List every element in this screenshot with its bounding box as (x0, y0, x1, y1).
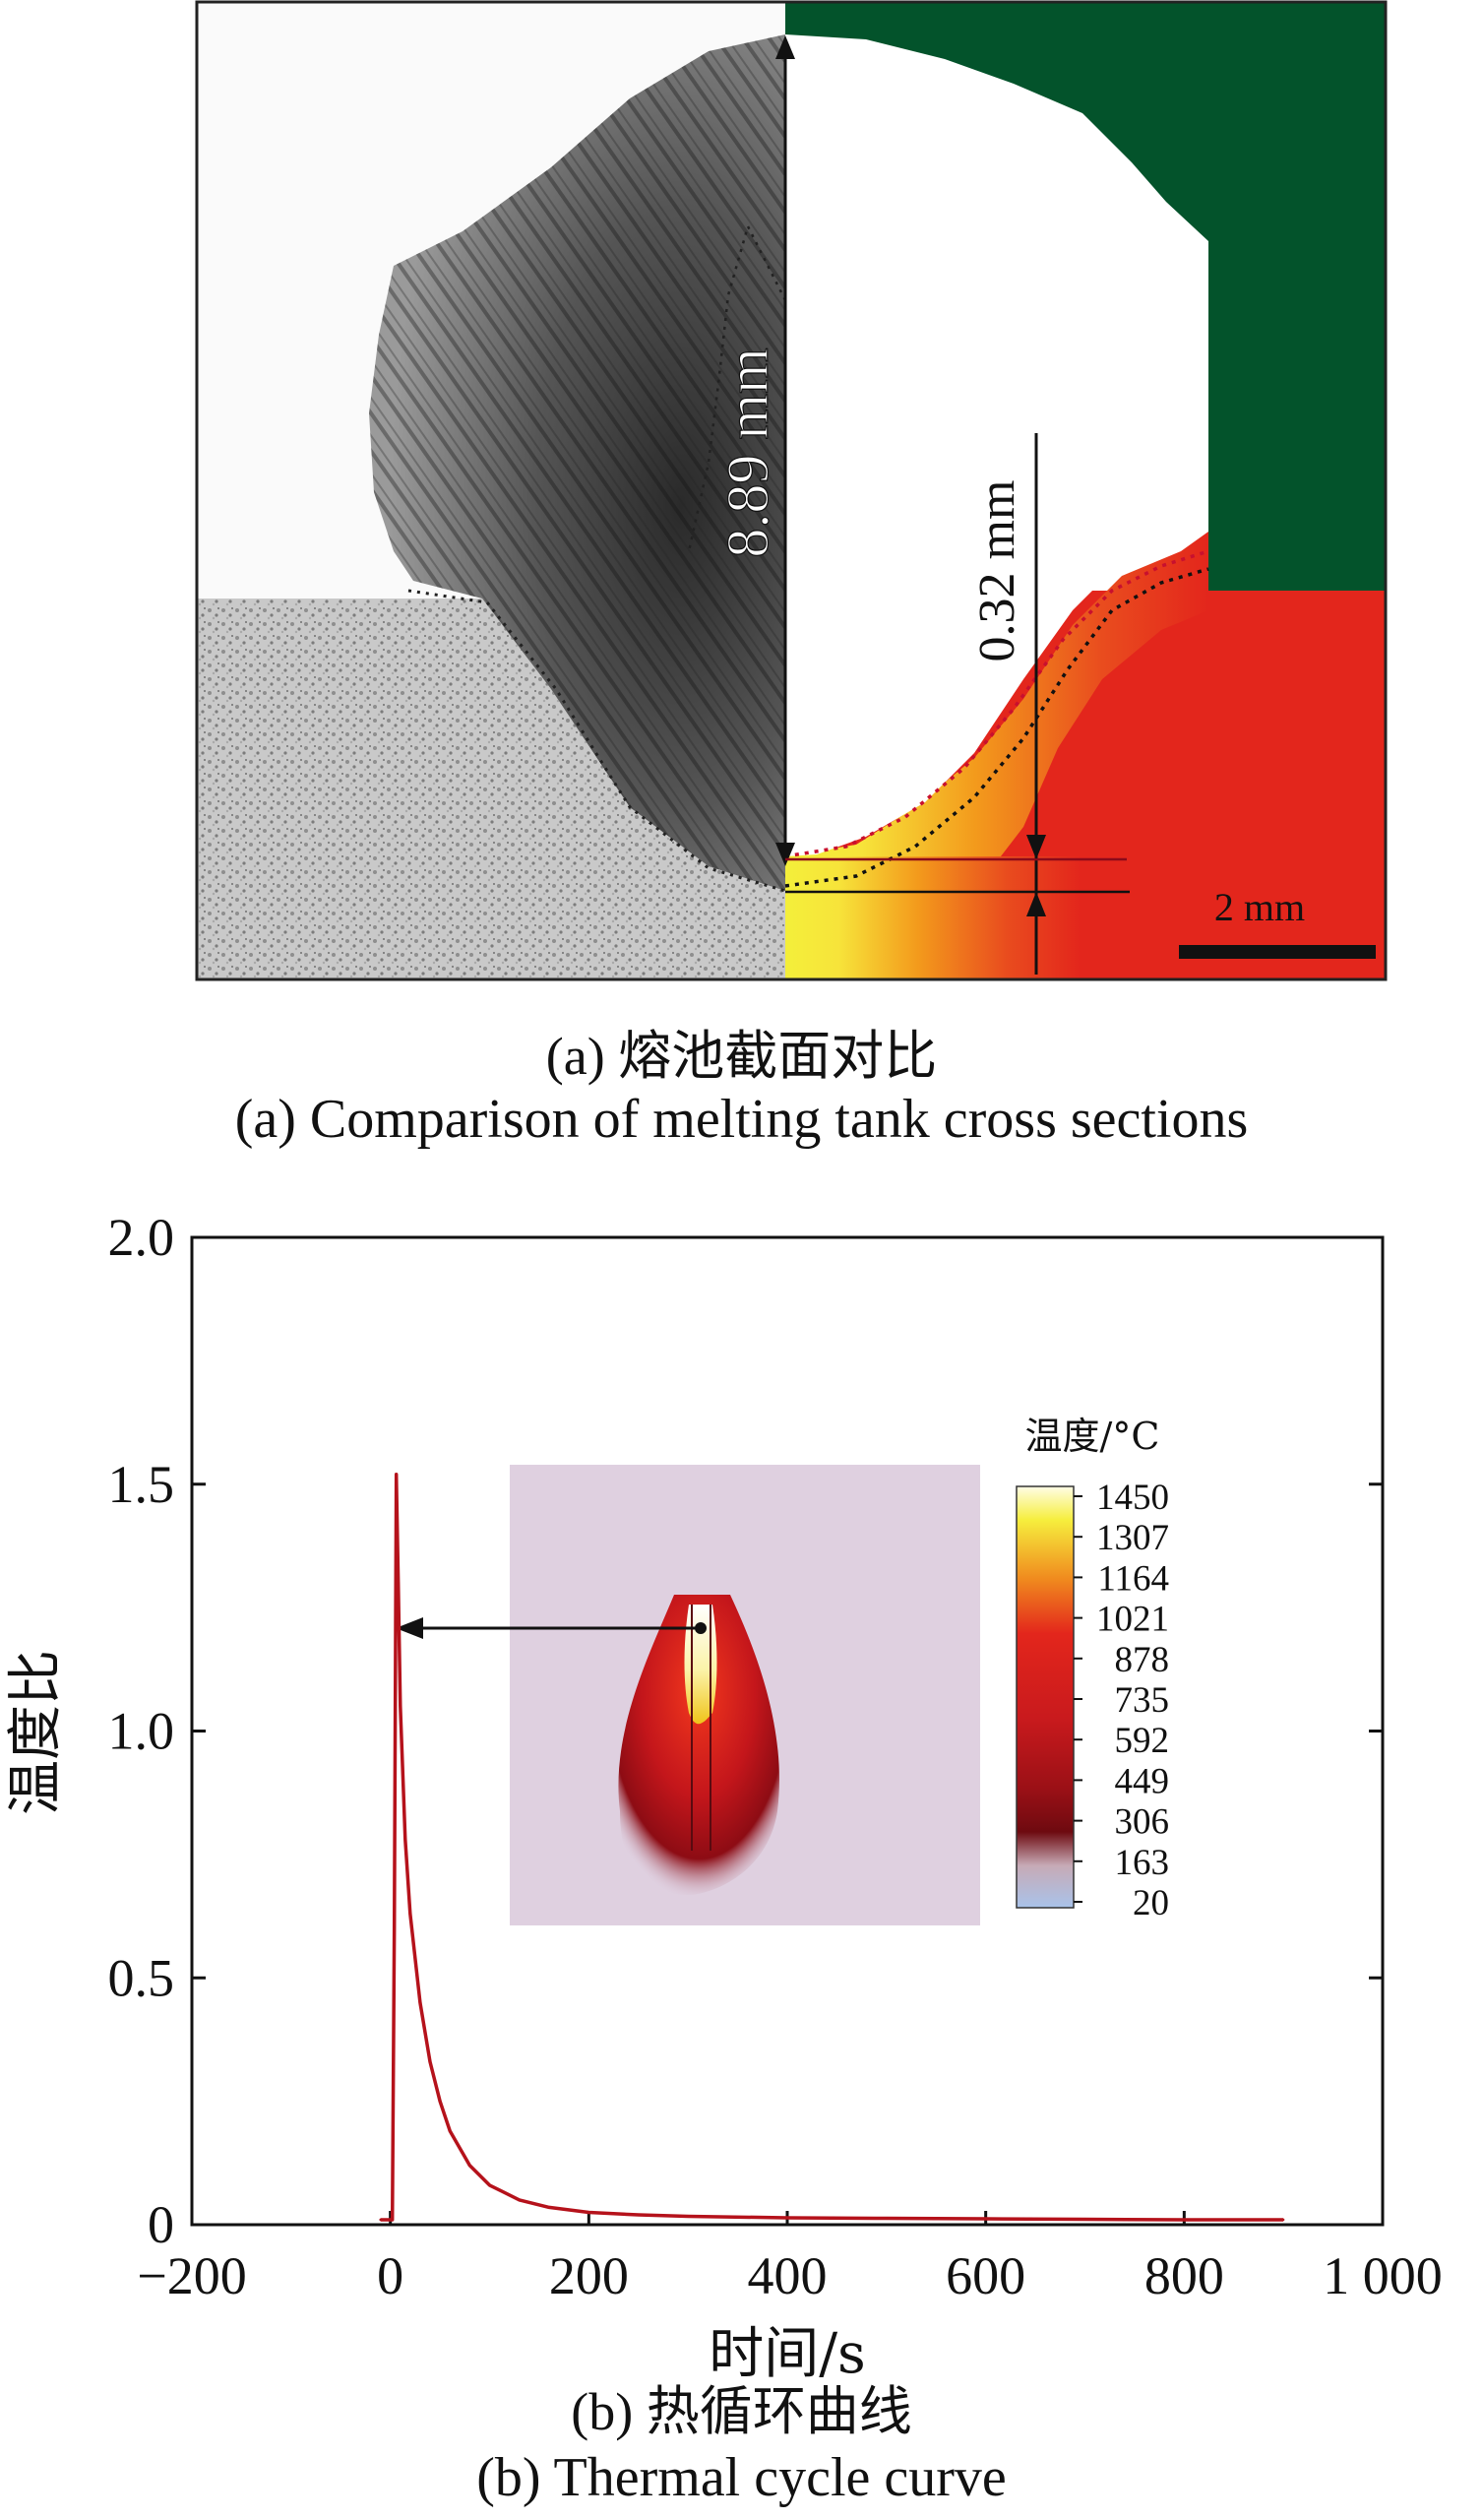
colorbar-tick-label: 306 (1115, 1802, 1170, 1843)
series-point (785, 2216, 789, 2220)
dimension-label-gap: 0.32 mm (969, 480, 1025, 662)
panel-a-caption-zh: (a) 熔池截面对比 (545, 1027, 938, 1086)
panel-b-caption-en: (b) Thermal cycle curve (476, 2447, 1007, 2508)
gap-arrow-top (1026, 835, 1046, 859)
fusion-boundary-line-upper (687, 222, 787, 552)
colorbar-tick-label: 735 (1115, 1680, 1170, 1721)
colorbar-gradient (1016, 1485, 1075, 1909)
series-point (587, 2211, 590, 2214)
y-tick-label: 0 (148, 2195, 174, 2254)
inset-heat-drop (618, 1595, 779, 1895)
series-point (393, 1926, 396, 1930)
series-point (518, 2198, 521, 2202)
weld-bead-streaks (369, 34, 785, 891)
inset-thermal-field (510, 1465, 980, 1925)
colorbar: 温度/°C 1450130711641021878735592449306163… (1016, 1415, 1169, 1923)
x-tick-label: −200 (137, 2246, 246, 2305)
simulation-green-region (785, 2, 1386, 591)
series-point (428, 2060, 432, 2063)
y-axis-ticks: 0 0.5 1.0 1.5 2.0 (108, 1208, 1383, 2254)
melt-pool-region (785, 34, 1208, 856)
panel-a-border (195, 0, 1388, 981)
heat-bottom-band (785, 856, 1081, 979)
base-metal-region (197, 598, 785, 979)
scale-bar-label: 2 mm (1214, 885, 1305, 929)
dimension-arrow-bottom (775, 843, 795, 866)
x-tick-label: 400 (748, 2246, 828, 2305)
series-point (438, 2100, 442, 2103)
red-dotted-contour (784, 549, 1209, 858)
series-point (403, 1838, 406, 1842)
series-point (547, 2206, 551, 2209)
colorbar-title: 温度/°C (1025, 1415, 1160, 1458)
series-point (397, 1581, 400, 1585)
dimension-arrow-top (775, 35, 795, 59)
y-tick-label: 1.0 (108, 1702, 175, 1761)
series-point (1083, 2218, 1086, 2221)
panel-a-caption-en: (a) Comparison of melting tank cross sec… (234, 1089, 1249, 1150)
colorbar-tick-label: 592 (1115, 1721, 1170, 1761)
series-point (885, 2217, 889, 2220)
series-point (468, 2164, 471, 2168)
series-point (637, 2213, 640, 2217)
heat-gradient-region (785, 532, 1208, 953)
y-tick-label: 2.0 (108, 1208, 175, 1267)
colorbar-tick-label: 163 (1115, 1843, 1170, 1883)
series-point (686, 2215, 690, 2218)
colorbar-tick-label: 1021 (1096, 1600, 1169, 1640)
gap-arrow-bottom (1026, 892, 1046, 916)
colorbar-tick-label: 1307 (1096, 1518, 1169, 1558)
series-point (399, 1705, 402, 1708)
x-tick-label: 800 (1144, 2246, 1224, 2305)
series-point (984, 2217, 987, 2221)
dimension-label-total: 8.89 mm (715, 347, 780, 557)
series-point (1281, 2218, 1285, 2222)
probe-arrow-head (396, 1617, 423, 1639)
colorbar-tick-label: 878 (1115, 1640, 1170, 1680)
series-point (448, 2129, 452, 2132)
panel-b-chart: 00.51.01.52.0 −200 0 200 400 600 800 1 000 温度比… (4, 1208, 1443, 2386)
black-dotted-contour (784, 567, 1209, 888)
series-group (379, 1472, 1285, 2222)
x-tick-label: 0 (377, 2246, 403, 2305)
x-tick-label: 600 (946, 2246, 1025, 2305)
panel-a-figure: 8.89 mm 0.32 mm 2 mm (195, 0, 1388, 981)
colorbar-tick-label: 1450 (1096, 1478, 1169, 1518)
colorbar-tick-label: 1164 (1097, 1558, 1169, 1599)
series-point (379, 2218, 382, 2222)
y-axis-label: 温度比 (4, 1650, 68, 1815)
y-tick-label: 0.5 (108, 1948, 175, 2007)
colorbar-tick-label: 449 (1115, 1761, 1170, 1801)
scale-bar (1179, 945, 1376, 959)
series-point (391, 2218, 394, 2222)
x-axis-ticks: −200 0 200 400 600 800 1 000 (137, 2211, 1443, 2305)
x-tick-label: 200 (549, 2246, 629, 2305)
panel-b-caption-zh: (b) 热循环曲线 (571, 2382, 912, 2441)
x-axis-label: 时间/s (709, 2322, 866, 2386)
y-tick-label: 1.5 (108, 1455, 175, 1514)
x-tick-label: 1 000 (1323, 2246, 1443, 2305)
series-point (1183, 2218, 1186, 2222)
series-point (418, 2001, 422, 2004)
colorbar-tick-label: 20 (1133, 1883, 1169, 1923)
series-point (408, 1912, 412, 1916)
series-point (488, 2183, 491, 2187)
series-point (395, 1473, 398, 1476)
